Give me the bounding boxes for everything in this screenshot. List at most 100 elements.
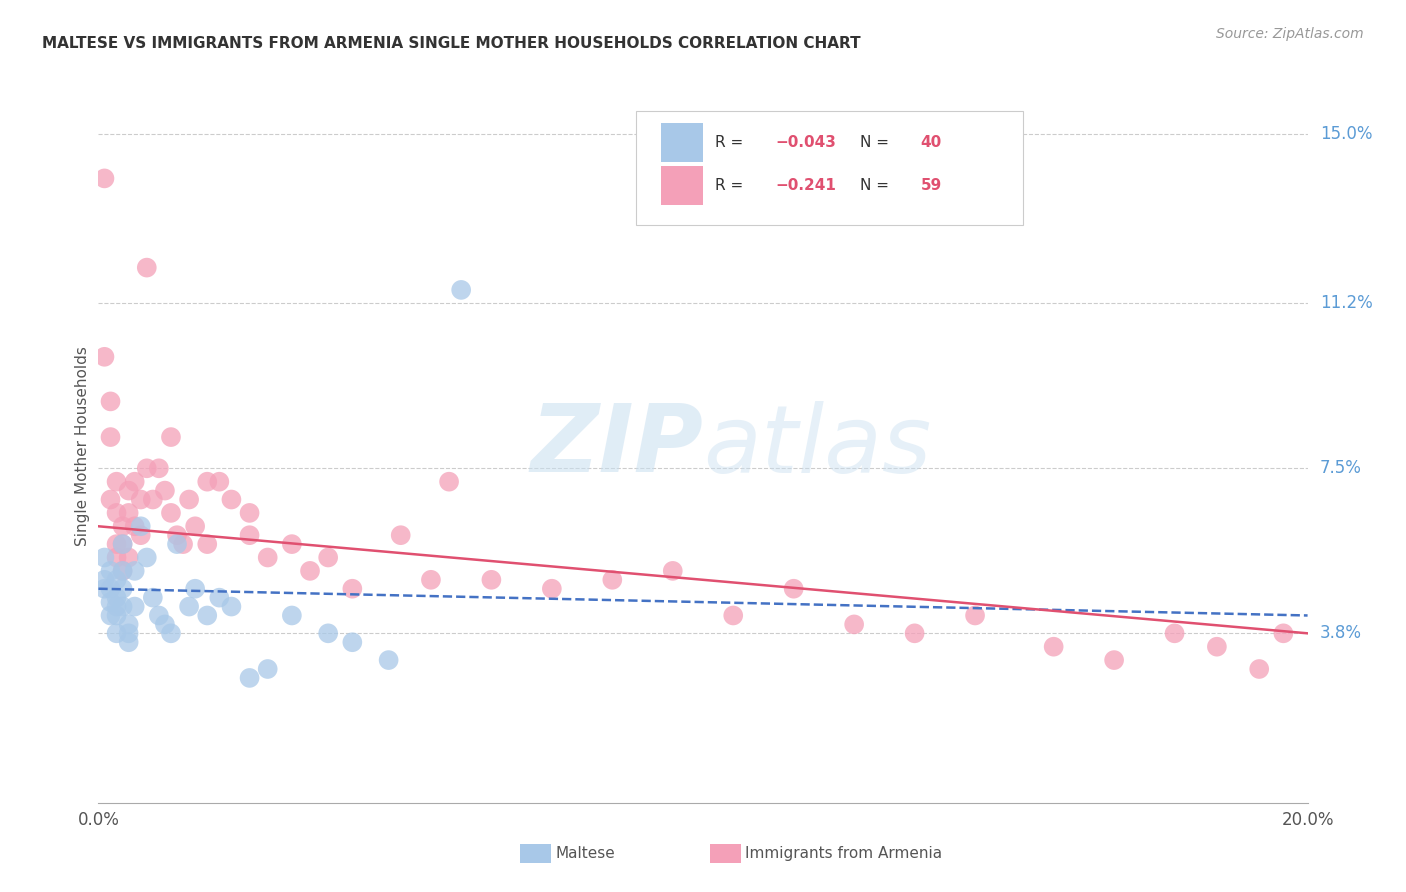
Point	[129, 528, 152, 542]
Point	[135, 260, 157, 275]
Point	[450, 283, 472, 297]
Bar	[661, 123, 703, 162]
Point	[93, 550, 115, 565]
Point	[160, 430, 183, 444]
Point	[256, 550, 278, 565]
Point	[100, 564, 122, 578]
Point	[389, 528, 412, 542]
Point	[782, 582, 804, 596]
Point	[129, 492, 152, 507]
Text: ZIP: ZIP	[530, 400, 703, 492]
Point	[100, 582, 122, 596]
Point	[100, 595, 122, 609]
Point	[377, 653, 399, 667]
Point	[111, 564, 134, 578]
Point	[118, 550, 141, 565]
Text: Maltese: Maltese	[555, 847, 614, 861]
Point	[177, 492, 201, 507]
Point	[111, 537, 134, 551]
Point	[437, 475, 460, 489]
Point	[93, 350, 115, 364]
Point	[1102, 653, 1125, 667]
Point	[124, 475, 146, 489]
Point	[342, 635, 364, 649]
Point	[184, 519, 207, 533]
Point	[316, 550, 339, 565]
Text: −0.241: −0.241	[776, 178, 837, 193]
Point	[93, 582, 115, 596]
Point	[160, 506, 183, 520]
Point	[105, 475, 128, 489]
Point	[172, 537, 194, 551]
Text: N =: N =	[860, 178, 894, 193]
Point	[100, 430, 122, 444]
Point	[111, 564, 134, 578]
Point	[602, 573, 624, 587]
Point	[105, 591, 128, 605]
Point	[166, 528, 188, 542]
Point	[904, 626, 927, 640]
Point	[299, 564, 322, 578]
Text: MALTESE VS IMMIGRANTS FROM ARMENIA SINGLE MOTHER HOUSEHOLDS CORRELATION CHART: MALTESE VS IMMIGRANTS FROM ARMENIA SINGL…	[42, 36, 860, 51]
Point	[124, 599, 146, 614]
Point	[124, 564, 146, 578]
Point	[195, 537, 218, 551]
Point	[118, 635, 141, 649]
Text: atlas: atlas	[703, 401, 931, 491]
Point	[100, 492, 122, 507]
Point	[239, 671, 262, 685]
Text: 40: 40	[921, 136, 942, 150]
Point	[118, 483, 141, 498]
Point	[221, 492, 243, 507]
Point	[316, 626, 339, 640]
Point	[105, 626, 128, 640]
Point	[100, 394, 122, 409]
Point	[135, 550, 157, 565]
Point	[135, 461, 157, 475]
Point	[124, 519, 146, 533]
Point	[129, 519, 152, 533]
Point	[195, 475, 218, 489]
Point	[118, 626, 141, 640]
Text: Source: ZipAtlas.com: Source: ZipAtlas.com	[1216, 27, 1364, 41]
Point	[142, 492, 165, 507]
Point	[93, 573, 115, 587]
Text: 59: 59	[921, 178, 942, 193]
Point	[111, 582, 134, 596]
Text: −0.043: −0.043	[776, 136, 837, 150]
Point	[177, 599, 201, 614]
Point	[281, 608, 304, 623]
Point	[111, 599, 134, 614]
Point	[105, 506, 128, 520]
Text: 3.8%: 3.8%	[1320, 624, 1361, 642]
Point	[239, 506, 262, 520]
Point	[105, 573, 128, 587]
Point	[93, 171, 115, 186]
Text: R =: R =	[716, 136, 748, 150]
Point	[118, 506, 141, 520]
Point	[105, 599, 128, 614]
Point	[153, 617, 176, 632]
Y-axis label: Single Mother Households: Single Mother Households	[75, 346, 90, 546]
Point	[111, 519, 134, 533]
Point	[721, 608, 744, 623]
Text: 11.2%: 11.2%	[1320, 294, 1372, 312]
Point	[208, 591, 231, 605]
Point	[111, 537, 134, 551]
Point	[1042, 640, 1064, 654]
Point	[256, 662, 278, 676]
Point	[1163, 626, 1185, 640]
Point	[166, 537, 188, 551]
Text: 7.5%: 7.5%	[1320, 459, 1361, 477]
Point	[105, 550, 128, 565]
Point	[100, 608, 122, 623]
Text: R =: R =	[716, 178, 748, 193]
Point	[153, 483, 176, 498]
Text: 15.0%: 15.0%	[1320, 125, 1372, 143]
Point	[208, 475, 231, 489]
Point	[1249, 662, 1271, 676]
Point	[160, 626, 183, 640]
Point	[1206, 640, 1229, 654]
Point	[195, 608, 218, 623]
Point	[148, 608, 170, 623]
